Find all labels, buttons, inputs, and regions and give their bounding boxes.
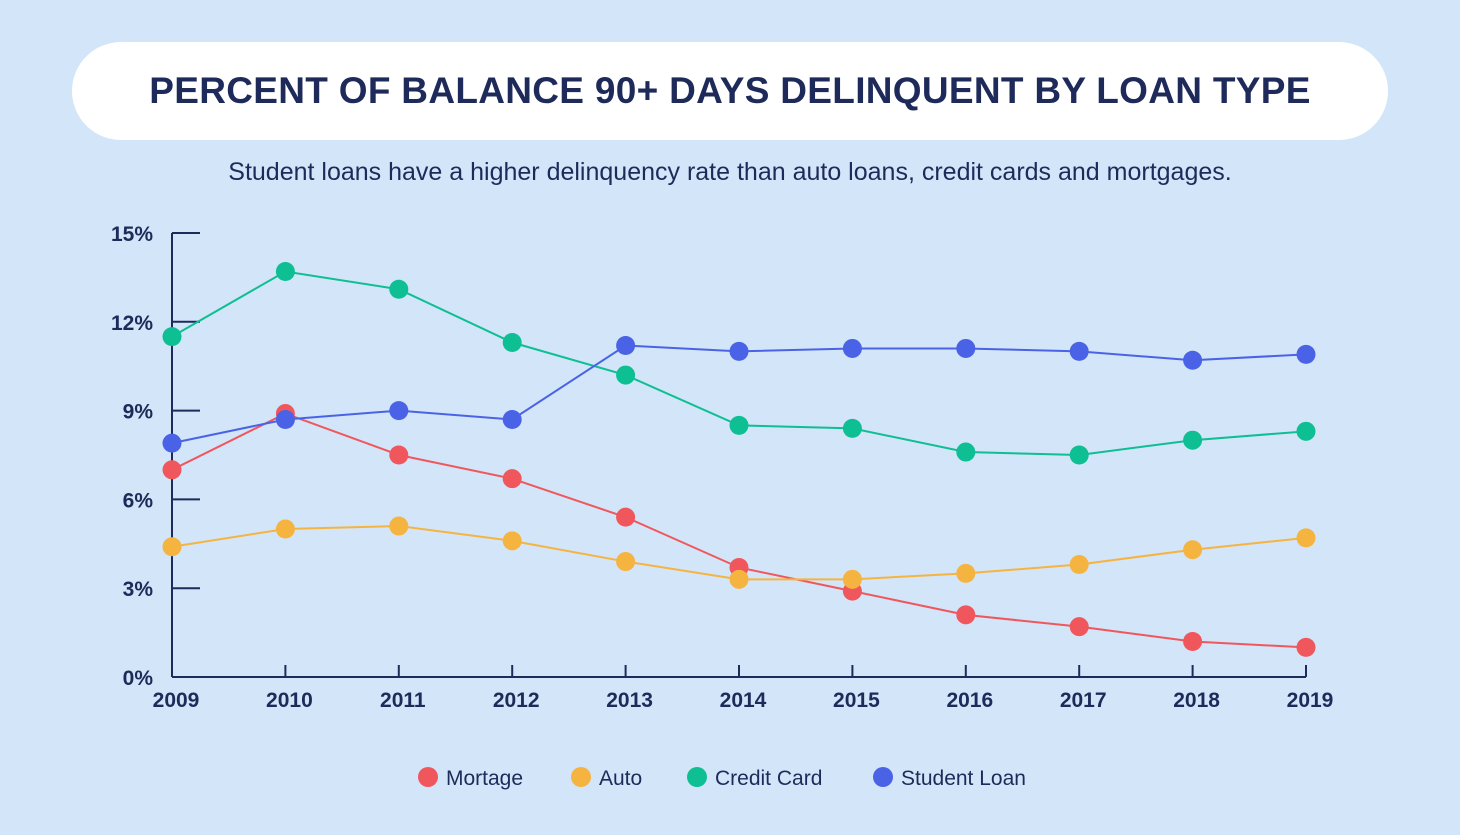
- data-point-credit-card: [1069, 445, 1089, 465]
- legend-item-credit-card: Credit Card: [687, 767, 822, 790]
- data-point-student-loan: [1183, 350, 1203, 370]
- x-tick-label: 2010: [266, 689, 313, 712]
- x-tick-label: 2012: [493, 689, 540, 712]
- legend-label: Mortage: [446, 767, 523, 790]
- data-point-mortage: [1069, 617, 1089, 637]
- y-tick-label: 0%: [123, 667, 154, 690]
- data-point-auto: [389, 516, 409, 536]
- x-tick-label: 2013: [606, 689, 653, 712]
- data-point-student-loan: [616, 335, 636, 355]
- data-point-auto: [956, 563, 976, 583]
- series-points-auto: [162, 516, 1316, 589]
- data-point-mortage: [1183, 631, 1203, 651]
- data-point-credit-card: [616, 365, 636, 385]
- legend-label: Student Loan: [901, 767, 1026, 790]
- x-tick-label: 2017: [1060, 689, 1107, 712]
- legend-swatch: [571, 767, 591, 787]
- data-point-credit-card: [1296, 421, 1316, 441]
- data-point-credit-card: [275, 261, 295, 281]
- x-tick-label: 2018: [1173, 689, 1220, 712]
- data-point-mortage: [1296, 637, 1316, 657]
- axes: 0% 3% 6% 9% 12% 15% 2009 2010 2011 2012 2013 2014 20…: [111, 223, 1333, 712]
- series-points-mortage: [162, 404, 1316, 657]
- y-tick-label: 15%: [111, 223, 153, 246]
- data-point-mortage: [956, 605, 976, 625]
- y-tick-label: 6%: [123, 489, 154, 512]
- data-point-credit-card: [1183, 430, 1203, 450]
- data-point-student-loan: [389, 401, 409, 421]
- data-point-auto: [729, 569, 749, 589]
- data-point-auto: [1183, 540, 1203, 560]
- chart-subtitle: Student loans have a higher delinquency …: [228, 158, 1232, 186]
- data-point-student-loan: [956, 338, 976, 358]
- data-point-student-loan: [1069, 341, 1089, 361]
- x-tick-label: 2019: [1287, 689, 1334, 712]
- data-point-mortage: [502, 469, 522, 489]
- x-tick-label: 2015: [833, 689, 880, 712]
- data-point-student-loan: [1296, 344, 1316, 364]
- data-point-student-loan: [275, 409, 295, 429]
- data-point-auto: [502, 531, 522, 551]
- series-points-student-loan: [162, 335, 1316, 453]
- x-tick-label: 2014: [720, 689, 767, 712]
- legend-swatch: [687, 767, 707, 787]
- x-tick-label: 2011: [380, 689, 426, 712]
- data-point-credit-card: [729, 415, 749, 435]
- data-point-student-loan: [842, 338, 862, 358]
- legend: Mortage Auto Credit Card Student Loan: [418, 767, 1026, 790]
- y-tick-label: 12%: [111, 312, 153, 335]
- data-point-auto: [275, 519, 295, 539]
- legend-swatch: [418, 767, 438, 787]
- series-points-credit-card: [162, 261, 1316, 465]
- x-tick-label: 2009: [153, 689, 200, 712]
- data-point-student-loan: [729, 341, 749, 361]
- data-point-mortage: [162, 460, 182, 480]
- data-point-auto: [616, 552, 636, 572]
- legend-label: Auto: [599, 767, 642, 790]
- y-tick-label: 9%: [123, 401, 154, 424]
- data-point-credit-card: [162, 327, 182, 347]
- data-point-student-loan: [502, 409, 522, 429]
- title-banner: PERCENT OF BALANCE 90+ DAYS DELINQUENT B…: [72, 42, 1388, 140]
- legend-label: Credit Card: [715, 767, 822, 790]
- data-point-auto: [162, 537, 182, 557]
- data-point-mortage: [616, 507, 636, 527]
- data-point-credit-card: [389, 279, 409, 299]
- series-mortage: [171, 412, 1307, 649]
- series-line-mortage: [171, 412, 1307, 649]
- legend-item-student-loan: Student Loan: [873, 767, 1026, 790]
- data-point-credit-card: [842, 418, 862, 438]
- data-point-credit-card: [502, 333, 522, 353]
- data-point-auto: [1296, 528, 1316, 548]
- series-layer: [162, 261, 1316, 657]
- x-tick-label: 2016: [946, 689, 993, 712]
- y-tick-label: 3%: [123, 578, 154, 601]
- legend-swatch: [873, 767, 893, 787]
- data-point-auto: [842, 569, 862, 589]
- legend-item-mortage: Mortage: [418, 767, 523, 790]
- data-point-student-loan: [162, 433, 182, 453]
- data-point-mortage: [389, 445, 409, 465]
- data-point-credit-card: [956, 442, 976, 462]
- chart-title: PERCENT OF BALANCE 90+ DAYS DELINQUENT B…: [149, 70, 1311, 111]
- legend-item-auto: Auto: [571, 767, 642, 790]
- data-point-auto: [1069, 555, 1089, 575]
